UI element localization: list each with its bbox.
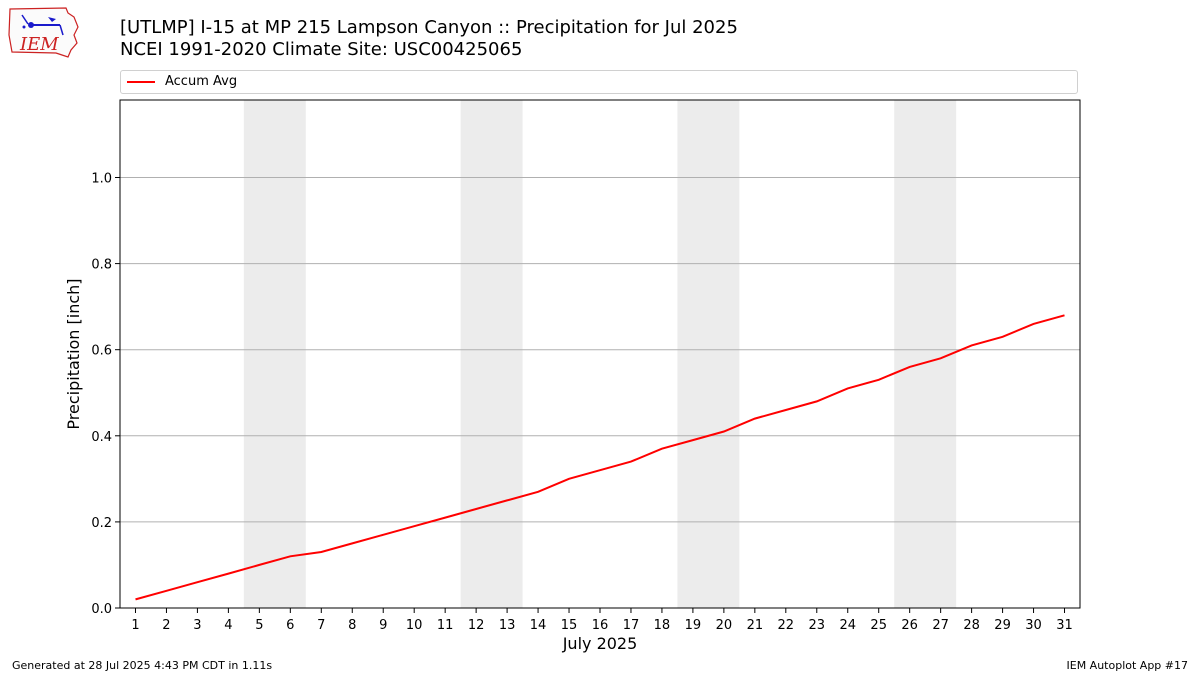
y-tick-label: 0.8 <box>91 258 112 273</box>
series-line-accum-avg <box>135 314 1065 601</box>
weekend-band <box>894 100 957 608</box>
legend-label-accum-avg: Accum Avg <box>165 74 238 89</box>
x-tick-label: 29 <box>994 618 1011 633</box>
x-tick-label: 21 <box>747 618 764 633</box>
x-tick-label: 28 <box>963 618 980 633</box>
x-tick-label: 10 <box>406 618 423 633</box>
x-tick-label: 12 <box>468 618 485 633</box>
x-tick-label: 31 <box>1056 618 1073 633</box>
legend-swatch-accum-avg <box>127 81 155 83</box>
chart-subtitle: NCEI 1991-2020 Climate Site: USC00425065 <box>120 39 523 60</box>
x-tick-label: 9 <box>379 618 387 633</box>
y-tick-label: 1.0 <box>91 171 112 186</box>
x-tick-label: 5 <box>255 618 263 633</box>
footer-generated: Generated at 28 Jul 2025 4:43 PM CDT in … <box>12 659 273 672</box>
x-tick-label: 25 <box>870 618 887 633</box>
x-tick-label: 8 <box>348 618 356 633</box>
weekend-band <box>677 100 740 608</box>
logo-text: IEM <box>19 34 59 55</box>
x-tick-label: 7 <box>317 618 325 633</box>
x-tick-label: 14 <box>530 618 547 633</box>
x-tick-label: 20 <box>716 618 733 633</box>
y-axis-ticks: 0.0 0.2 0.4 0.6 0.8 1.0 <box>91 171 120 617</box>
x-axis-label: July 2025 <box>562 634 638 653</box>
x-tick-label: 2 <box>162 618 170 633</box>
plot-frame <box>119 99 1081 609</box>
iem-logo-icon: IEM <box>8 7 79 58</box>
y-tick-label: 0.2 <box>91 516 112 531</box>
x-tick-label: 4 <box>224 618 232 633</box>
chart-title: [UTLMP] I-15 at MP 215 Lampson Canyon ::… <box>120 17 738 38</box>
x-tick-label: 22 <box>778 618 795 633</box>
iem-logo: IEM <box>8 5 80 59</box>
y-tick-label: 0.6 <box>91 344 112 359</box>
x-tick-label: 6 <box>286 618 294 633</box>
x-axis-ticks: 1 2 3 4 5 6 7 8 9 10 11 12 13 14 15 16 17 18 19 20 21 22 23 24 2… <box>131 608 1073 633</box>
x-tick-label: 16 <box>592 618 609 633</box>
x-tick-label: 3 <box>193 618 201 633</box>
x-tick-label: 11 <box>437 618 454 633</box>
x-tick-label: 13 <box>499 618 516 633</box>
x-tick-label: 18 <box>654 618 671 633</box>
weekend-bands <box>243 100 957 608</box>
x-tick-label: 30 <box>1025 618 1042 633</box>
x-tick-label: 23 <box>809 618 826 633</box>
x-tick-label: 27 <box>932 618 949 633</box>
chart-legend: Accum Avg <box>120 70 1078 94</box>
x-tick-label: 1 <box>131 618 139 633</box>
weekend-band <box>460 100 523 608</box>
y-tick-label: 0.4 <box>91 430 112 445</box>
y-tick-label: 0.0 <box>91 602 112 617</box>
x-tick-label: 17 <box>623 618 640 633</box>
x-tick-label: 19 <box>685 618 702 633</box>
y-axis-label: Precipitation [inch] <box>64 278 83 429</box>
footer-app: IEM Autoplot App #17 <box>1066 659 1189 672</box>
x-tick-label: 26 <box>901 618 918 633</box>
x-tick-label: 15 <box>561 618 578 633</box>
weekend-band <box>243 100 306 608</box>
x-tick-label: 24 <box>839 618 856 633</box>
